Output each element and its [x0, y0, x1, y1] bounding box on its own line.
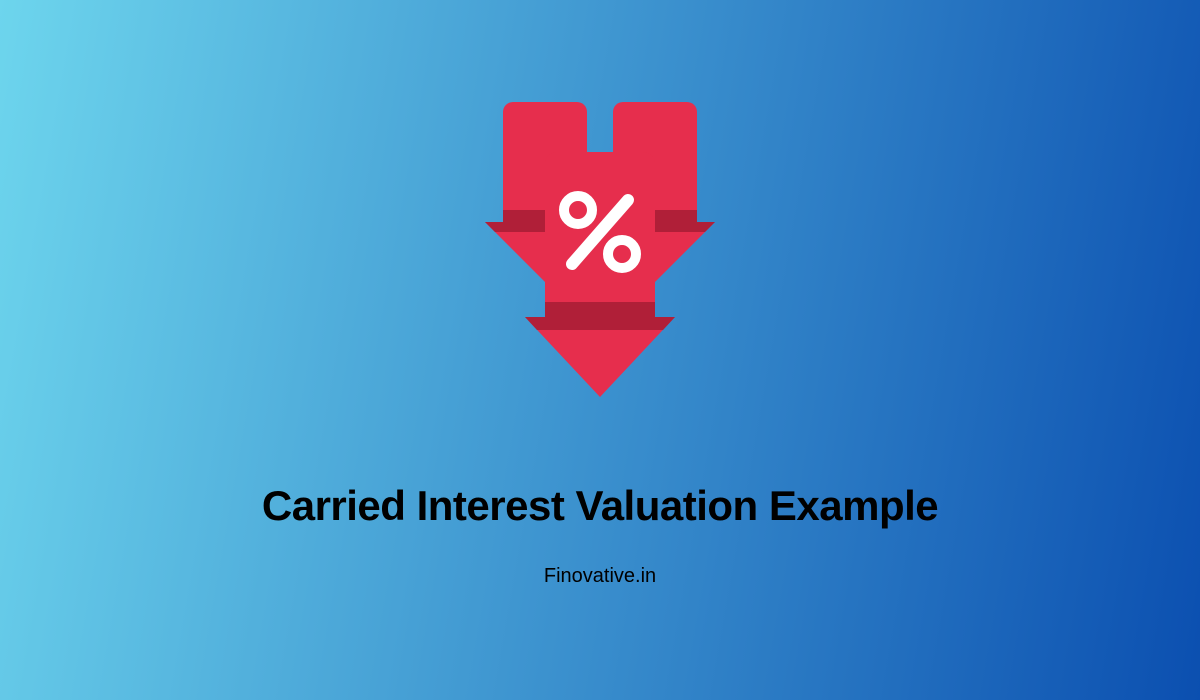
percent-arrows-icon [430, 82, 770, 422]
banner-subtitle: Finovative.in [544, 565, 656, 588]
banner-container: Carried Interest Valuation Example Finov… [0, 0, 1200, 700]
banner-title: Carried Interest Valuation Example [262, 482, 938, 530]
